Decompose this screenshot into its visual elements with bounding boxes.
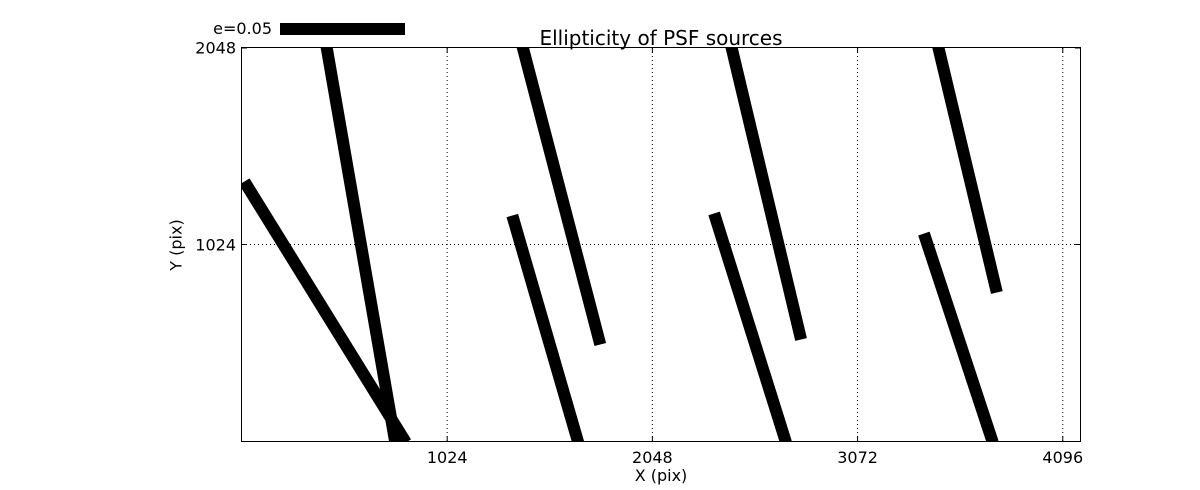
ellipticity-whisker — [932, 48, 1003, 294]
ellipticity-whisker — [242, 178, 412, 441]
ellipticity-whisker — [516, 48, 607, 346]
ellipticity-whisker — [506, 213, 585, 441]
y-tick-label: 1024 — [195, 235, 236, 254]
x-tick-label: 4096 — [1042, 448, 1084, 467]
ellipticity-whisker — [708, 211, 792, 441]
plot-border — [241, 47, 1081, 442]
ellipticity-whisker — [320, 48, 402, 441]
chart-title: Ellipticity of PSF sources — [539, 26, 783, 50]
plot-svg — [242, 48, 1080, 441]
y-tick-label: 2048 — [195, 38, 236, 58]
legend-label: e=0.05 — [213, 19, 272, 38]
x-axis-label: X (pix) — [634, 466, 688, 485]
legend-key-bar — [280, 23, 405, 35]
ellipticity-whisker — [918, 231, 999, 441]
ellipticity-whisker — [725, 48, 807, 341]
x-tick-label: 3072 — [837, 448, 878, 467]
y-axis-label: Y (pix) — [166, 219, 186, 271]
x-tick-label: 2048 — [632, 448, 673, 467]
x-tick-label: 1024 — [426, 448, 468, 467]
